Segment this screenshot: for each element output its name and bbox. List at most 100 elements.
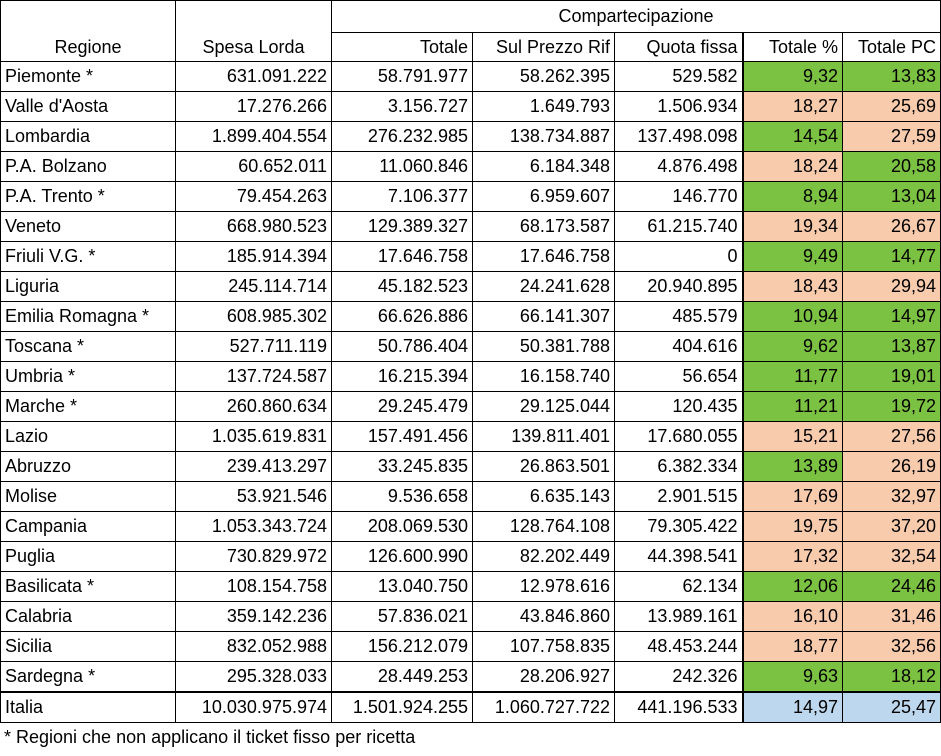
cell-sul-prezzo-rif: 12.978.616	[472, 571, 615, 602]
cell-regione: Molise	[0, 481, 176, 512]
cell-totale: 208.069.530	[331, 511, 473, 542]
cell-totale-pct: 11,77	[741, 361, 843, 392]
cell-totale: 29.245.479	[331, 391, 473, 422]
cell-regione: Basilicata *	[0, 571, 176, 602]
cell-totale-pct: 11,21	[741, 391, 843, 422]
cell-sul-prezzo-rif: 139.811.401	[472, 421, 615, 452]
cell-totale: 129.389.327	[331, 211, 473, 242]
cell-spesa-lorda: 1.035.619.831	[175, 421, 332, 452]
table-row: Lombardia 1.899.404.554 276.232.985 138.734…	[0, 121, 941, 152]
cell-spesa-lorda: 10.030.975.974	[175, 691, 332, 723]
cell-regione: Veneto	[0, 211, 176, 242]
cell-regione: Toscana *	[0, 331, 176, 362]
cell-quota-fissa: 529.582	[614, 61, 743, 92]
cell-sul-prezzo-rif: 6.959.607	[472, 181, 615, 212]
cell-regione: Marche *	[0, 391, 176, 422]
table-row: Friuli V.G. * 185.914.394 17.646.758 17.646…	[0, 241, 941, 272]
cell-regione: Abruzzo	[0, 451, 176, 482]
cell-totale: 11.060.846	[331, 151, 473, 182]
header-totale-pct: Totale %	[741, 32, 843, 62]
table-row: Piemonte * 631.091.222 58.791.977 58.262.39…	[0, 61, 941, 92]
cell-totale-pc: 13,83	[841, 61, 941, 92]
cell-totale-pct: 17,69	[741, 481, 843, 512]
cell-totale: 7.106.377	[331, 181, 473, 212]
cell-totale-pc: 24,46	[841, 571, 941, 602]
cell-totale-pct: 15,21	[741, 421, 843, 452]
cell-totale-pct: 13,89	[741, 451, 843, 482]
cell-regione: Umbria *	[0, 361, 176, 392]
cell-sul-prezzo-rif: 28.206.927	[472, 661, 615, 693]
table-row: Lazio 1.035.619.831 157.491.456 139.811.401…	[0, 421, 941, 452]
cell-regione: Piemonte *	[0, 61, 176, 92]
table-row: Sardegna * 295.328.033 28.449.253 28.206.92…	[0, 661, 941, 693]
cell-totale-pct: 10,94	[741, 301, 843, 332]
table-row: Sicilia 832.052.988 156.212.079 107.758.835…	[0, 631, 941, 662]
cell-totale: 1.501.924.255	[331, 691, 473, 723]
cell-spesa-lorda: 137.724.587	[175, 361, 332, 392]
header-compartecipazione: Compartecipazione	[330, 0, 941, 33]
cell-spesa-lorda: 527.711.119	[175, 331, 332, 362]
cell-totale: 9.536.658	[331, 481, 473, 512]
cell-totale-pct: 18,27	[741, 91, 843, 122]
cell-quota-fissa: 146.770	[614, 181, 743, 212]
cell-totale-pc: 14,97	[841, 301, 941, 332]
cell-totale-pc: 26,19	[841, 451, 941, 482]
cell-totale-pct: 9,62	[741, 331, 843, 362]
cell-regione: Italia	[0, 691, 176, 723]
cell-regione: P.A. Trento *	[0, 181, 176, 212]
table-row: Basilicata * 108.154.758 13.040.750 12.978.…	[0, 571, 941, 602]
cell-spesa-lorda: 608.985.302	[175, 301, 332, 332]
header-regione-top	[0, 0, 176, 33]
table-row: Valle d'Aosta 17.276.266 3.156.727 1.649.79…	[0, 91, 941, 122]
table-row: Abruzzo 239.413.297 33.245.835 26.863.501 6.…	[0, 451, 941, 482]
cell-spesa-lorda: 185.914.394	[175, 241, 332, 272]
cell-sul-prezzo-rif: 50.381.788	[472, 331, 615, 362]
cell-sul-prezzo-rif: 107.758.835	[472, 631, 615, 662]
cell-sul-prezzo-rif: 1.060.727.722	[472, 691, 615, 723]
cell-totale: 58.791.977	[331, 61, 473, 92]
cell-totale-pct: 18,43	[741, 271, 843, 302]
cell-totale-pc: 27,56	[841, 421, 941, 452]
cell-quota-fissa: 4.876.498	[614, 151, 743, 182]
cell-spesa-lorda: 60.652.011	[175, 151, 332, 182]
cell-totale: 17.646.758	[331, 241, 473, 272]
cell-spesa-lorda: 245.114.714	[175, 271, 332, 302]
cell-quota-fissa: 2.901.515	[614, 481, 743, 512]
table-row: Umbria * 137.724.587 16.215.394 16.158.740 5…	[0, 361, 941, 392]
cell-totale-pct: 12,06	[741, 571, 843, 602]
cell-totale: 3.156.727	[331, 91, 473, 122]
cell-totale-pct: 14,54	[741, 121, 843, 152]
cell-sul-prezzo-rif: 29.125.044	[472, 391, 615, 422]
cell-regione: Calabria	[0, 601, 176, 632]
cell-sul-prezzo-rif: 43.846.860	[472, 601, 615, 632]
header-regione: Regione	[0, 32, 176, 62]
cell-totale-pc: 20,58	[841, 151, 941, 182]
footnote: * Regioni che non applicano il ticket fi…	[4, 727, 416, 747]
cell-spesa-lorda: 53.921.546	[175, 481, 332, 512]
cell-spesa-lorda: 1.053.343.724	[175, 511, 332, 542]
table-row: Calabria 359.142.236 57.836.021 43.846.860 1…	[0, 601, 941, 632]
cell-sul-prezzo-rif: 26.863.501	[472, 451, 615, 482]
cell-totale-pc: 32,56	[841, 631, 941, 662]
cell-totale-pc: 14,77	[841, 241, 941, 272]
cell-totale: 126.600.990	[331, 541, 473, 572]
cell-quota-fissa: 20.940.895	[614, 271, 743, 302]
table-row: P.A. Trento * 79.454.263 7.106.377 6.959.60…	[0, 181, 941, 212]
cell-totale-pct: 16,10	[741, 601, 843, 632]
cell-spesa-lorda: 668.980.523	[175, 211, 332, 242]
cell-quota-fissa: 17.680.055	[614, 421, 743, 452]
cell-spesa-lorda: 239.413.297	[175, 451, 332, 482]
header-spesa-top	[175, 0, 332, 33]
cell-sul-prezzo-rif: 1.649.793	[472, 91, 615, 122]
cell-regione: Sicilia	[0, 631, 176, 662]
total-row: Italia 10.030.975.974 1.501.924.255 1.060.7…	[0, 691, 941, 723]
header-totale-pc: Totale PC	[841, 32, 941, 62]
cell-sul-prezzo-rif: 138.734.887	[472, 121, 615, 152]
cell-quota-fissa: 61.215.740	[614, 211, 743, 242]
cell-totale-pct: 19,34	[741, 211, 843, 242]
cell-totale-pct: 18,77	[741, 631, 843, 662]
cell-sul-prezzo-rif: 58.262.395	[472, 61, 615, 92]
cell-totale: 33.245.835	[331, 451, 473, 482]
cell-totale: 16.215.394	[331, 361, 473, 392]
